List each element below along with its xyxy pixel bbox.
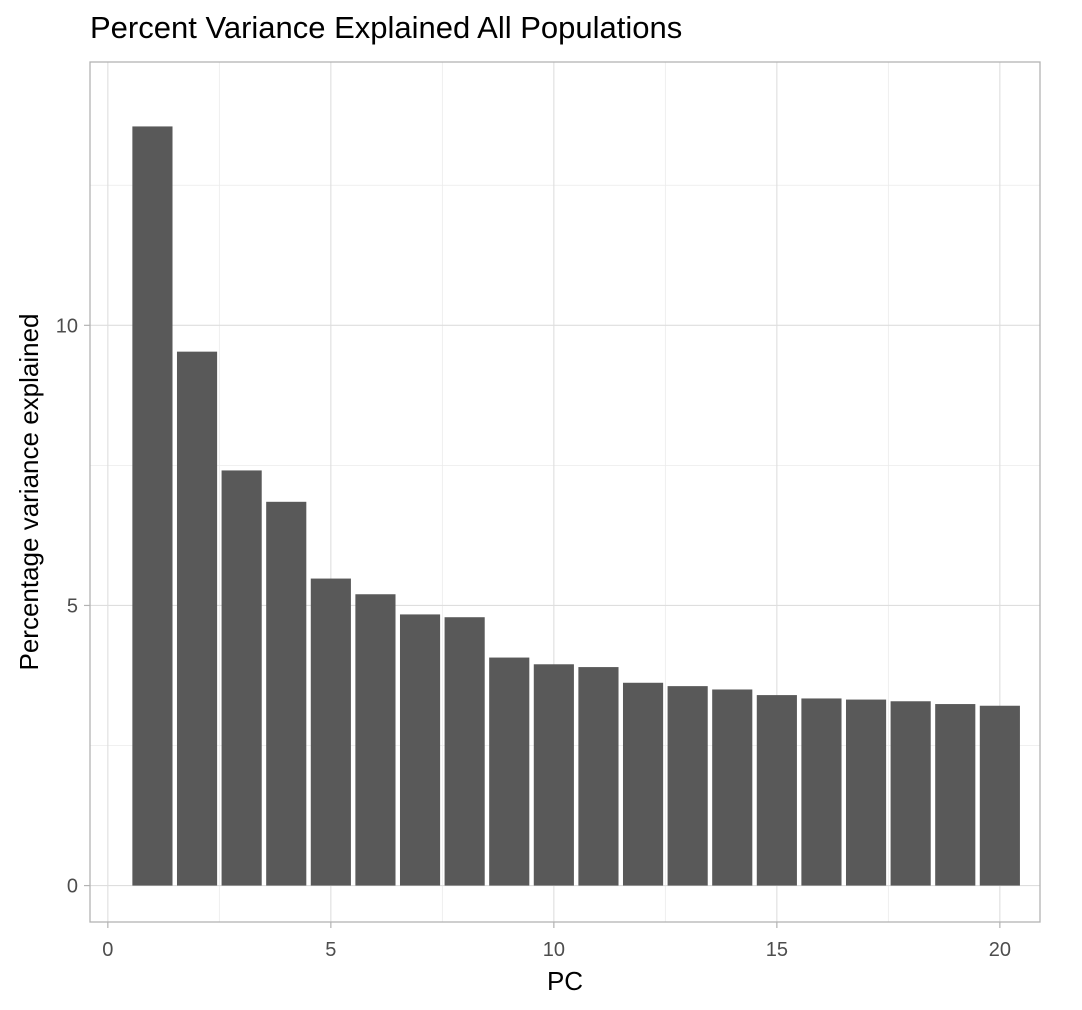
bar-pc-3 [221, 470, 262, 886]
bars [132, 126, 1020, 886]
bar-pc-11 [578, 667, 619, 886]
x-tick-label: 20 [989, 939, 1011, 961]
x-axis-title: PC [547, 966, 583, 996]
bar-pc-17 [845, 699, 887, 886]
bar-pc-4 [266, 501, 307, 886]
bar-pc-16 [801, 698, 842, 886]
x-tick-label: 15 [766, 939, 788, 961]
bar-pc-20 [979, 705, 1020, 886]
axes: 0 5 10 15 20 0 5 10 [56, 315, 1011, 961]
bar-pc-5 [310, 578, 351, 886]
bar-pc-7 [399, 614, 441, 886]
bar-pc-18 [890, 701, 931, 886]
y-axis-title: Percentage variance explained [14, 313, 44, 670]
y-tick-label: 0 [67, 876, 78, 898]
y-tick-label: 10 [56, 315, 78, 337]
bar-pc-8 [444, 617, 485, 886]
bar-pc-12 [622, 682, 664, 886]
bar-pc-10 [533, 664, 574, 886]
bar-pc-1 [132, 126, 173, 886]
y-tick-label: 5 [67, 595, 78, 617]
bar-pc-13 [667, 686, 708, 886]
x-tick-label: 10 [543, 939, 565, 961]
bar-pc-9 [489, 657, 530, 886]
chart-title: Percent Variance Explained All Populatio… [90, 10, 683, 45]
bar-pc-14 [712, 689, 753, 886]
panel-border [89, 61, 1041, 923]
bar-pc-6 [355, 594, 396, 886]
bar-pc-15 [756, 695, 797, 886]
x-tick-label: 5 [325, 939, 336, 961]
bar-pc-19 [935, 704, 976, 886]
bar-pc-2 [176, 351, 218, 886]
x-tick-label: 0 [102, 939, 113, 961]
